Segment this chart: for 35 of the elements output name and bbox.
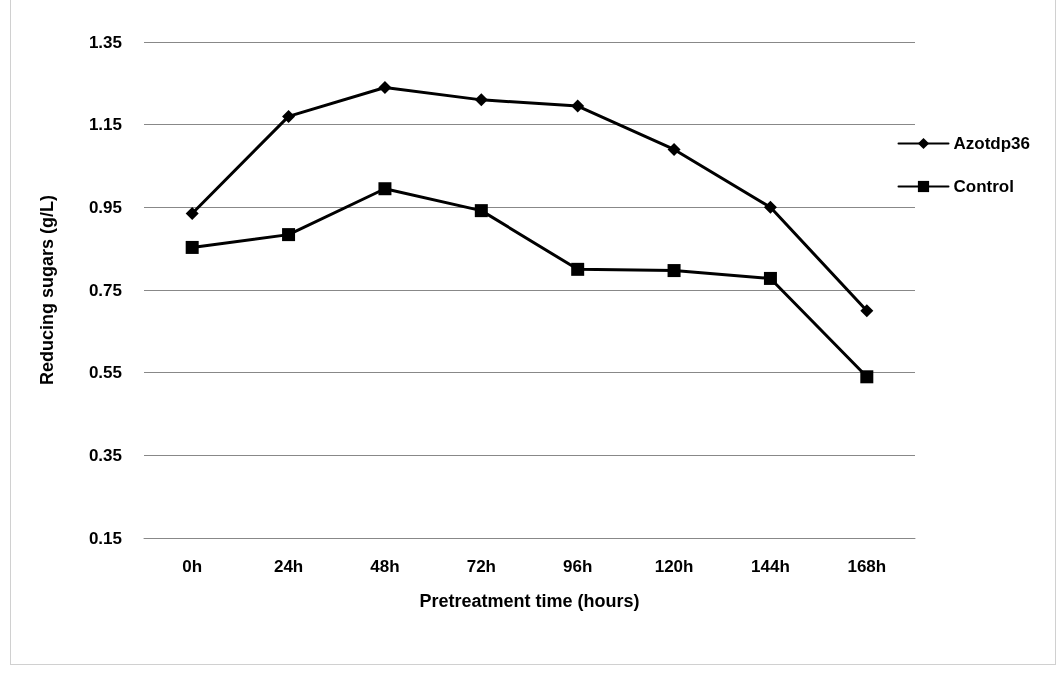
point: [282, 228, 296, 242]
point: [571, 262, 585, 276]
x-tick-label: 120h: [654, 557, 694, 576]
point: [378, 80, 392, 94]
y-tick-label: 0.95: [88, 197, 122, 217]
y-axis-title: Reducing sugars (g/L): [37, 194, 57, 386]
point: [571, 99, 585, 113]
x-axis-title: Pretreatment time (hours): [419, 591, 640, 611]
y-tick-label: 0.15: [88, 528, 122, 548]
x-tick-label: 24h: [273, 557, 304, 576]
y-tick-label: 0.75: [88, 280, 122, 300]
point: [185, 240, 199, 254]
legend-label: Control: [953, 177, 1014, 196]
y-tick-label: 0.35: [88, 445, 122, 465]
x-tick-label: 0h: [182, 557, 203, 576]
point: [860, 304, 874, 318]
y-tick-label: 1.35: [88, 32, 122, 52]
point: [763, 271, 777, 285]
y-tick-label: 1.15: [88, 115, 122, 135]
point: [474, 204, 488, 218]
x-tick-label: 96h: [563, 557, 593, 576]
point: [667, 142, 681, 156]
y-tick-label: 0.55: [88, 363, 122, 383]
x-tick-label: 48h: [370, 557, 400, 576]
x-tick-label: 168h: [847, 557, 887, 576]
point: [860, 370, 874, 384]
x-tick-label: 72h: [466, 557, 496, 576]
legend-label: Azotdp36: [953, 134, 1030, 153]
point: [282, 109, 296, 123]
point: [378, 182, 392, 196]
x-tick-label: 144h: [751, 557, 790, 576]
point: [667, 264, 681, 278]
point: [474, 93, 488, 107]
point: [763, 200, 777, 214]
point: [185, 207, 199, 221]
